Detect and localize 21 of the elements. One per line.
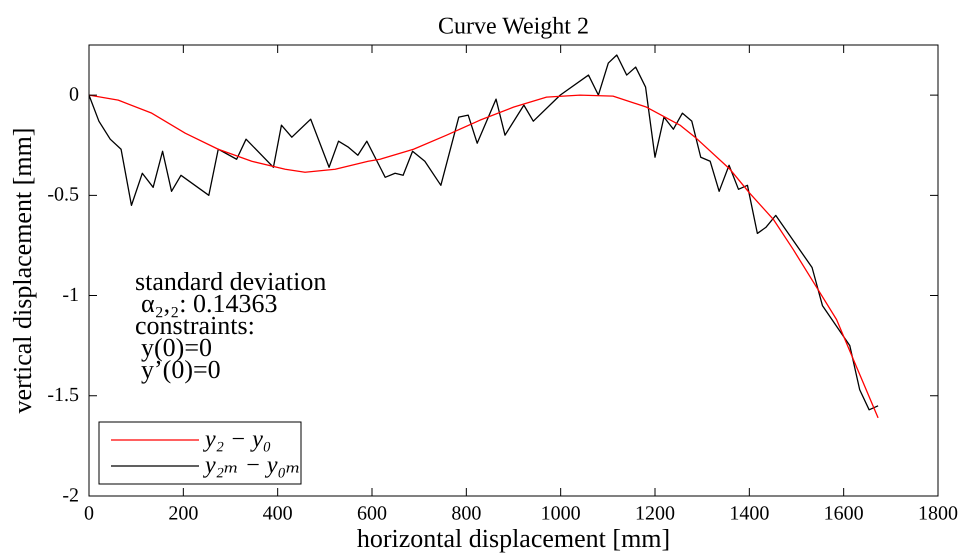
legend-label: y₂ − y₀ [203, 426, 272, 452]
chart-title: Curve Weight 2 [438, 13, 589, 40]
legend-label: y₂ₘ − y₀ₘ [203, 452, 301, 478]
x-tick-label: 1200 [635, 502, 675, 524]
x-tick-label: 400 [262, 502, 293, 524]
x-tick-label: 1000 [540, 502, 581, 524]
y-tick-label: -2 [62, 484, 79, 506]
annotation: standard deviation [135, 267, 326, 296]
x-tick-label: 1400 [729, 502, 770, 524]
x-tick-label: 800 [451, 502, 482, 524]
x-tick-label: 1800 [918, 502, 958, 524]
x-tick-label: 0 [84, 502, 94, 524]
x-tick-label: 200 [168, 502, 198, 524]
x-axis-title: horizontal displacement [mm] [356, 524, 670, 553]
y-tick-label: -1.5 [47, 384, 79, 406]
y-axis-title: vertical displacement [mm] [8, 128, 37, 414]
y-tick-label: 0 [69, 83, 79, 106]
x-tick-label: 1600 [824, 502, 864, 524]
y-tick-label: -1 [62, 284, 79, 306]
x-tick-label: 600 [357, 502, 387, 524]
y-tick-label: -0.5 [47, 184, 79, 206]
